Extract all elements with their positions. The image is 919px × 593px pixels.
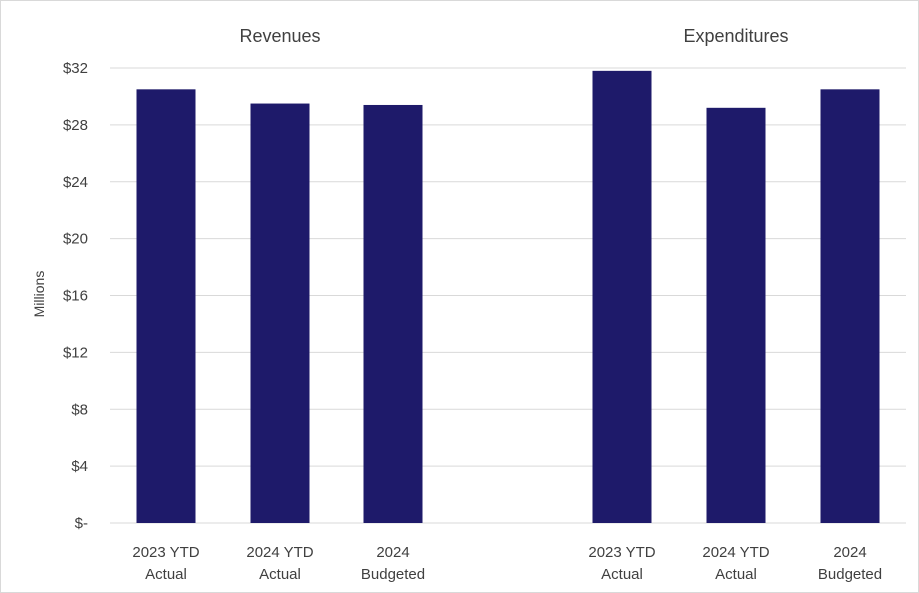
category-label: 2024 [376,544,409,561]
bar [706,107,766,523]
category-label: Budgeted [361,566,425,583]
y-axis-ticks: $- $4 $8 $12 $16 $20 $24 $28 $32 [63,60,88,532]
y-tick-label: $- [75,515,88,532]
group-titles: Revenues Expenditures [239,26,788,46]
y-tick-label: $24 [63,174,88,191]
category-label: Budgeted [818,566,882,583]
gridlines [110,67,906,524]
group-title: Expenditures [683,26,788,46]
bar [250,103,310,523]
bar [136,89,196,523]
category-label: Actual [259,566,301,583]
bars [136,70,880,523]
y-tick-label: $20 [63,231,88,248]
y-tick-label: $28 [63,117,88,134]
y-axis-label: Millions [31,271,47,318]
y-tick-label: $12 [63,344,88,361]
category-label: Actual [715,566,757,583]
bar [592,70,652,523]
x-axis-categories: 2023 YTD Actual 2024 YTD Actual 2024 Budgeted… [132,544,882,583]
y-tick-label: $8 [71,401,88,418]
category-label: Actual [601,566,643,583]
y-tick-label: $16 [63,288,88,305]
bar [820,89,880,523]
group-title: Revenues [239,26,320,46]
category-label: 2023 YTD [588,544,655,561]
bar [363,104,423,523]
category-label: 2024 YTD [246,544,313,561]
category-label: 2024 YTD [702,544,769,561]
y-tick-label: $32 [63,60,88,77]
category-label: 2023 YTD [132,544,199,561]
y-tick-label: $4 [71,458,88,475]
category-label: 2024 [833,544,866,561]
category-label: Actual [145,566,187,583]
